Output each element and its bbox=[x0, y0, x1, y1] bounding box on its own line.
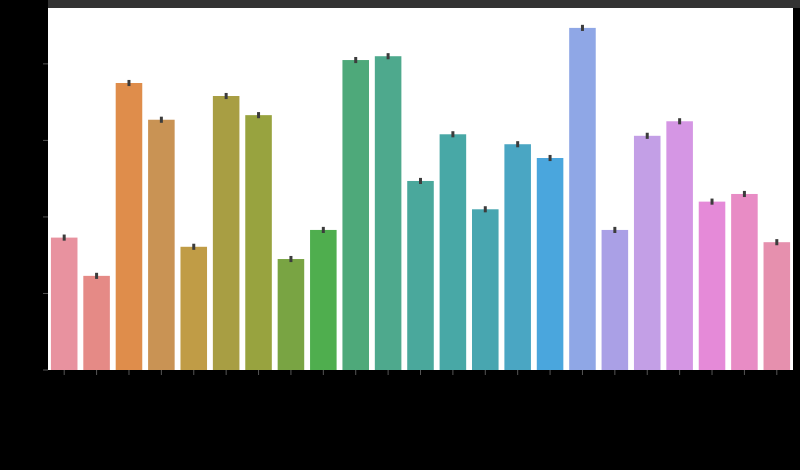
bar bbox=[569, 27, 596, 370]
bar bbox=[472, 209, 499, 370]
bar bbox=[698, 201, 726, 370]
bar bbox=[504, 144, 531, 370]
bar bbox=[180, 246, 208, 370]
bar bbox=[763, 242, 791, 370]
bar bbox=[245, 115, 272, 370]
bar bbox=[277, 259, 305, 370]
bar bbox=[633, 135, 661, 370]
bar bbox=[374, 56, 402, 371]
bar bbox=[310, 229, 337, 370]
bar bbox=[148, 119, 175, 370]
bar bbox=[407, 180, 434, 370]
bar bbox=[212, 96, 240, 370]
bar bbox=[601, 229, 629, 370]
bar bbox=[536, 158, 564, 370]
bar bbox=[666, 121, 693, 371]
bar bbox=[342, 60, 369, 370]
top-strip bbox=[48, 0, 800, 8]
bar bbox=[50, 237, 78, 370]
bar bbox=[115, 83, 143, 371]
bar bbox=[83, 275, 110, 370]
bar bbox=[731, 193, 758, 370]
bar bbox=[439, 134, 467, 370]
